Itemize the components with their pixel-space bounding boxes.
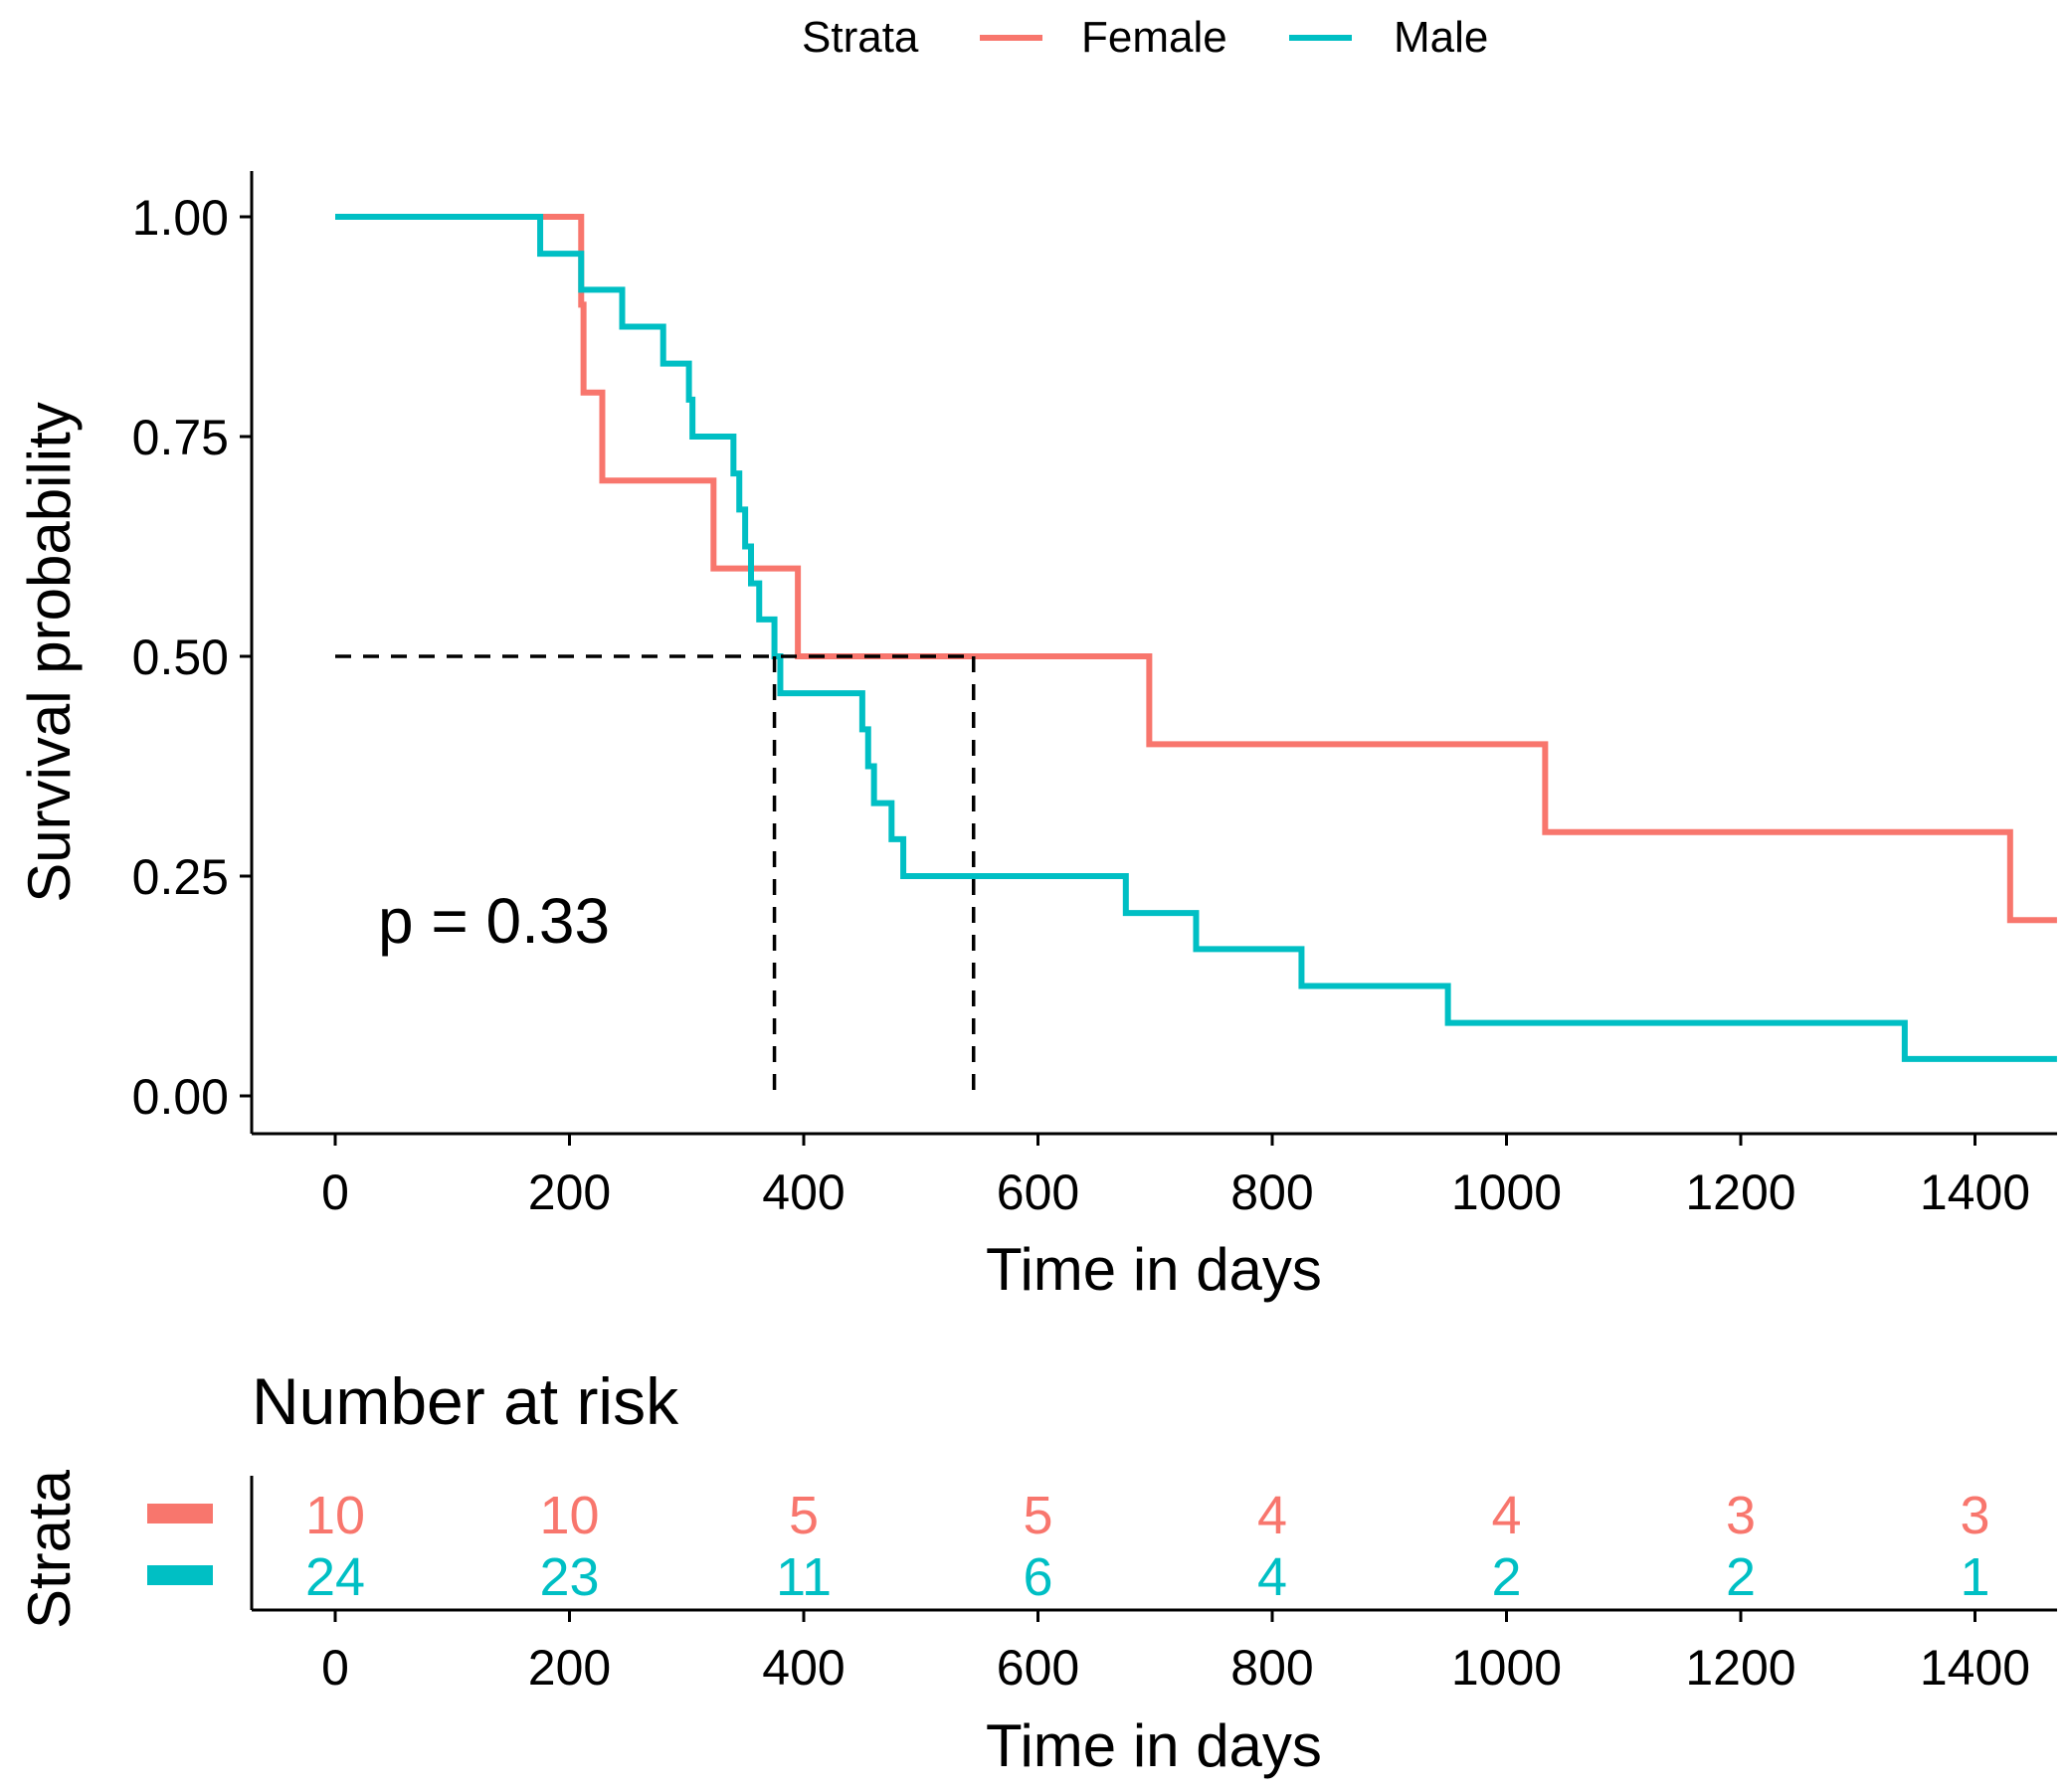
risk-value-female: 5 [789, 1486, 819, 1545]
median-lines [335, 654, 976, 1096]
risk-x-tick-label: 0 [321, 1640, 349, 1696]
risk-value-female: 10 [305, 1486, 365, 1545]
x-tick-label: 1400 [1920, 1165, 2030, 1220]
km-curve-female [335, 214, 2057, 924]
survival-plot: 0.00 0.25 0.50 0.75 1.00 0 200 400 600 800 1000 12… [16, 171, 2057, 1303]
x-axis-label: Time in days [986, 1236, 1322, 1303]
x-tick-label: 1000 [1451, 1165, 1562, 1220]
risk-x-tick-label: 200 [528, 1640, 611, 1696]
risk-x-tick-label: 1400 [1920, 1640, 2030, 1696]
km-curve-male [335, 214, 2057, 1062]
risk-value-male: 6 [1023, 1547, 1052, 1607]
risk-value-male: 23 [539, 1547, 599, 1607]
x-tick-label: 600 [997, 1165, 1079, 1220]
y-axis-label: Survival probability [16, 402, 83, 903]
x-axis-ticks: 0 200 400 600 800 1000 1200 1400 [321, 1134, 2030, 1220]
risk-x-axis-ticks: 0 200 400 600 800 1000 1200 1400 [321, 1610, 2030, 1696]
y-tick-label: 1.00 [132, 190, 229, 246]
x-tick-label: 200 [528, 1165, 611, 1220]
x-tick-label: 400 [762, 1165, 845, 1220]
p-value-annotation: p = 0.33 [378, 885, 610, 957]
legend-title: Strata [802, 13, 919, 62]
risk-x-tick-label: 400 [762, 1640, 845, 1696]
risk-value-female: 3 [1960, 1486, 1989, 1545]
risk-x-tick-label: 1000 [1451, 1640, 1562, 1696]
risk-x-tick-label: 800 [1230, 1640, 1313, 1696]
y-tick-label: 0.75 [132, 410, 229, 465]
risk-value-male: 2 [1491, 1547, 1521, 1607]
risk-table-x-axis-label: Time in days [986, 1712, 1322, 1779]
risk-table: Number at risk Strata 10 10 5 5 4 4 3 324 23 11 6 4… [16, 1364, 2057, 1779]
legend-label-female: Female [1081, 13, 1227, 62]
risk-values: 10 10 5 5 4 4 3 324 23 11 6 4 2 2 1 [305, 1486, 1990, 1607]
y-tick-label: 0.00 [132, 1069, 229, 1125]
risk-value-male: 1 [1960, 1547, 1989, 1607]
y-tick-label: 0.50 [132, 629, 229, 685]
risk-value-male: 24 [305, 1547, 365, 1607]
risk-x-tick-label: 600 [997, 1640, 1079, 1696]
risk-value-female: 5 [1023, 1486, 1052, 1545]
x-tick-label: 1200 [1685, 1165, 1795, 1220]
risk-value-male: 4 [1257, 1547, 1287, 1607]
km-curves [335, 214, 2057, 1062]
risk-legend-male-swatch [147, 1565, 213, 1585]
risk-legend-female-swatch [147, 1504, 213, 1523]
legend: Strata Female Male [802, 13, 1488, 62]
risk-value-female: 10 [539, 1486, 599, 1545]
risk-value-male: 11 [776, 1547, 832, 1607]
y-axis-ticks: 0.00 0.25 0.50 0.75 1.00 [132, 190, 252, 1125]
x-tick-label: 0 [321, 1165, 349, 1220]
risk-table-y-label: Strata [16, 1469, 83, 1629]
risk-value-female: 3 [1726, 1486, 1756, 1545]
risk-x-tick-label: 1200 [1685, 1640, 1795, 1696]
risk-value-male: 2 [1726, 1547, 1756, 1607]
x-tick-label: 800 [1230, 1165, 1313, 1220]
risk-value-female: 4 [1491, 1486, 1521, 1545]
legend-label-male: Male [1394, 13, 1488, 62]
y-tick-label: 0.25 [132, 849, 229, 905]
risk-value-female: 4 [1257, 1486, 1287, 1545]
risk-table-title: Number at risk [252, 1364, 679, 1438]
